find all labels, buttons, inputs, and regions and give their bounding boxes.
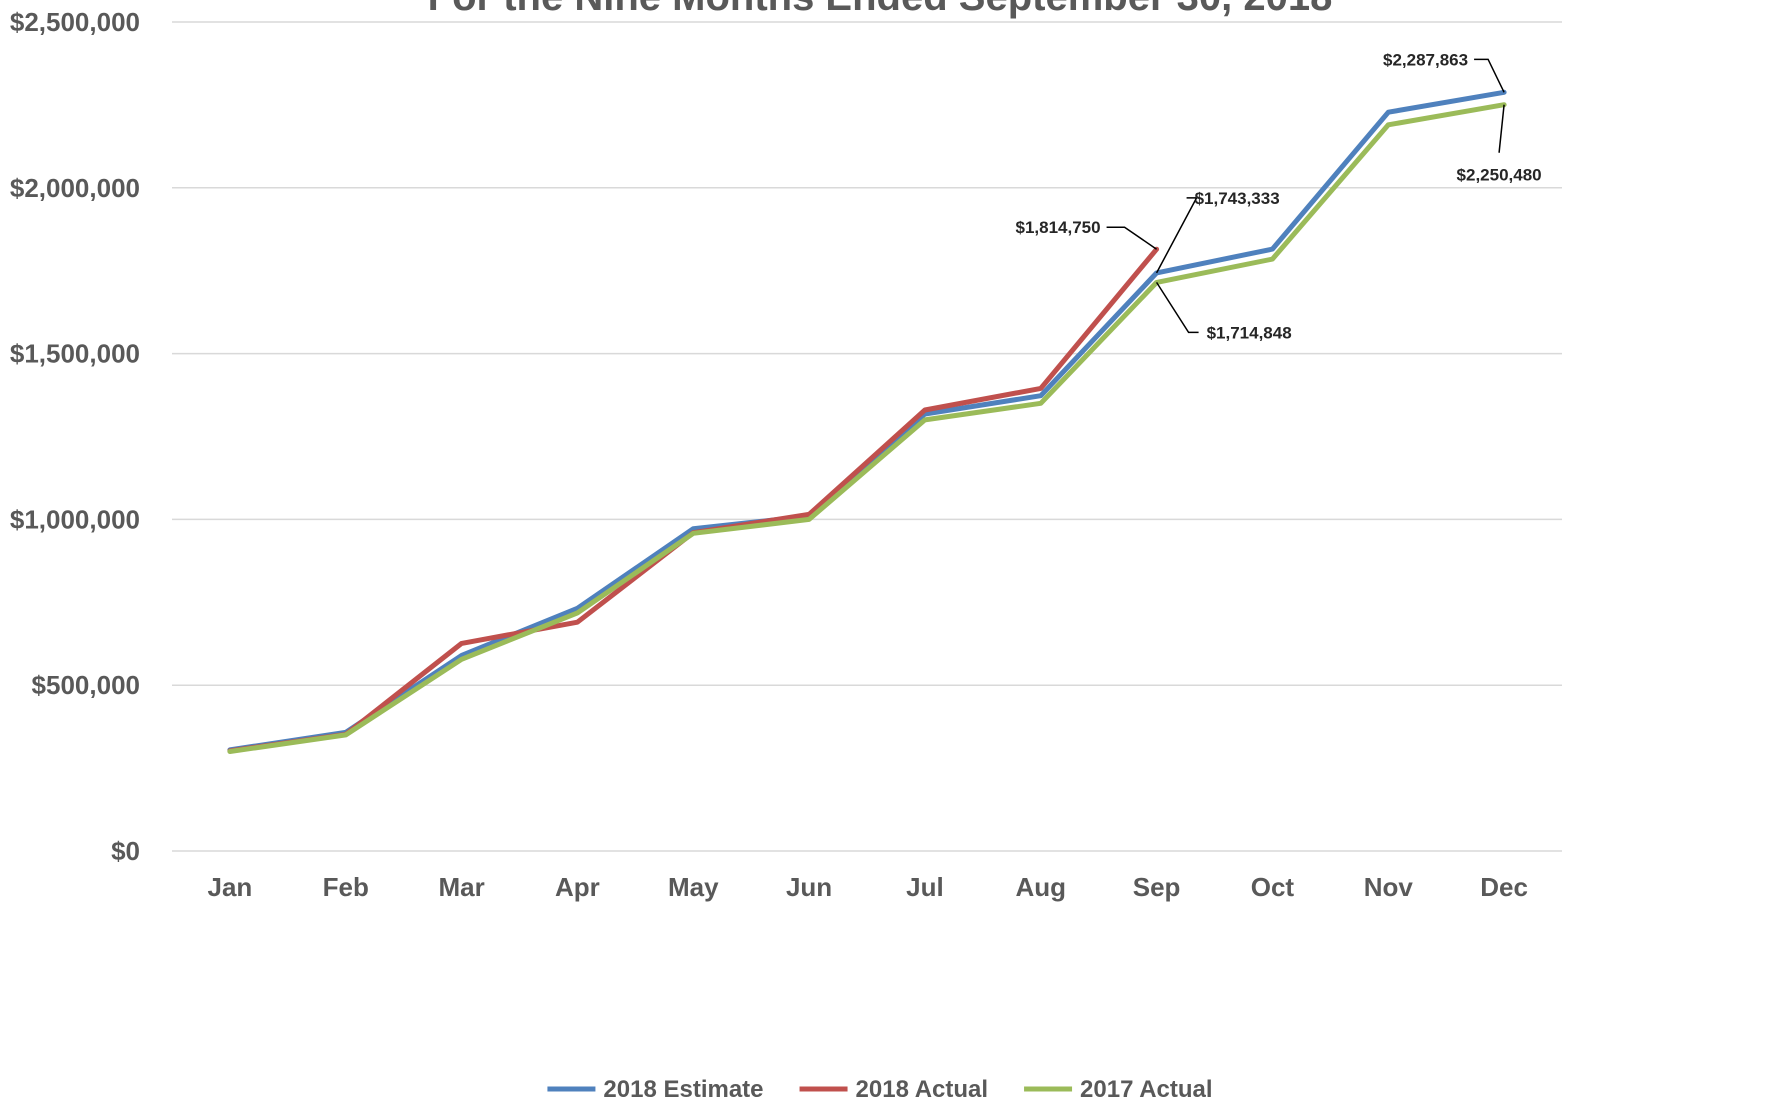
x-tick-label-jun: Jun xyxy=(786,872,832,902)
x-tick-label-mar: Mar xyxy=(438,872,484,902)
x-tick-label-apr: Apr xyxy=(555,872,600,902)
y-tick-label: $2,000,000 xyxy=(10,173,140,203)
chart-title: For the Nine Months Ended September 30, … xyxy=(428,0,1333,19)
legend-item-2018-estimate[interactable]: 2018 Estimate xyxy=(547,1076,764,1103)
y-tick-label: $2,500,000 xyxy=(10,7,140,37)
data-label-leader-2018-estimate-sep xyxy=(1155,197,1198,274)
x-tick-label-aug: Aug xyxy=(1015,872,1066,902)
data-label-leader-2018-actual-sep xyxy=(1106,226,1158,250)
data-label-2018-actual-sep: $1,814,750 xyxy=(1015,218,1100,237)
legend-item-2018-actual[interactable]: 2018 Actual xyxy=(799,1076,989,1103)
data-label-leader-2018-estimate-dec xyxy=(1474,58,1505,93)
y-tick-label: $500,000 xyxy=(32,670,140,700)
y-axis: $0 $500,000 $1,000,000 $1,500,000 $2,000,000… xyxy=(10,7,140,866)
legend[interactable]: 2018 Estimate 2018 Actual 2017 Actual xyxy=(547,1076,1213,1103)
data-label-2018-estimate-dec: $2,287,863 xyxy=(1383,50,1468,69)
x-tick-label-sep: Sep xyxy=(1133,872,1181,902)
x-axis: Jan Feb Mar Apr May Jun Jul Aug Sep Oct Nov Dec xyxy=(208,872,1528,902)
data-labels: $1,743,333 $1,814,750 $1,714,848 $2,287,863… xyxy=(1015,50,1541,342)
data-label-2017-actual-sep: $1,714,848 xyxy=(1207,323,1292,342)
y-tick-label: $1,000,000 xyxy=(10,504,140,534)
gridlines xyxy=(172,21,1562,852)
legend-item-2017-actual[interactable]: 2017 Actual xyxy=(1024,1076,1213,1103)
y-tick-label: $0 xyxy=(111,836,140,866)
x-tick-label-jan: Jan xyxy=(208,872,253,902)
x-tick-label-nov: Nov xyxy=(1364,872,1414,902)
series-line-2018-actual xyxy=(227,246,1160,754)
x-tick-label-oct: Oct xyxy=(1251,872,1295,902)
legend-label-2018-estimate: 2018 Estimate xyxy=(603,1076,763,1103)
x-tick-label-may: May xyxy=(668,872,719,902)
series-line-2018-estimate xyxy=(227,89,1507,753)
x-tick-label-jul: Jul xyxy=(906,872,944,902)
y-tick-label: $1,500,000 xyxy=(10,339,140,369)
series-lines xyxy=(227,89,1507,754)
x-tick-label-feb: Feb xyxy=(323,872,369,902)
data-label-leader-2017-actual-sep xyxy=(1155,281,1199,334)
legend-label-2018-actual: 2018 Actual xyxy=(856,1076,989,1103)
data-label-2018-estimate-sep: $1,743,333 xyxy=(1195,189,1280,208)
legend-label-2017-actual: 2017 Actual xyxy=(1080,1076,1213,1103)
data-label-leader-2017-actual-dec xyxy=(1498,104,1505,153)
data-label-2017-actual-dec: $2,250,480 xyxy=(1457,166,1542,185)
x-tick-label-dec: Dec xyxy=(1480,872,1528,902)
series-line-2017-actual xyxy=(227,102,1507,754)
